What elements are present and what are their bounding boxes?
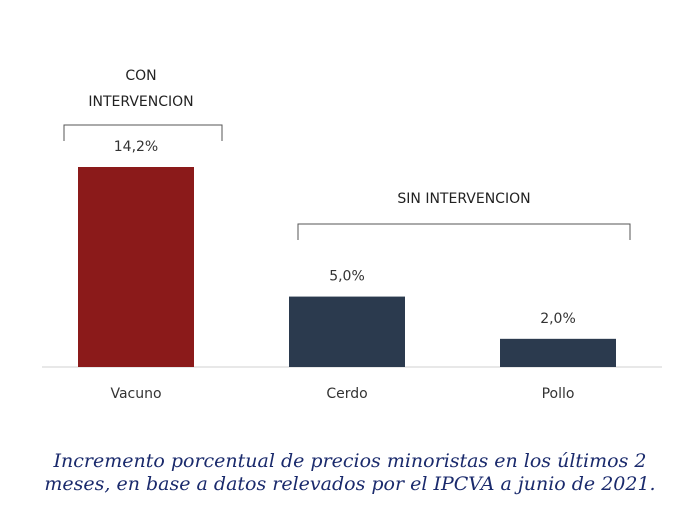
group-label-con-intervencion-line-1: CON [125, 68, 156, 84]
bar-vacuno [78, 167, 194, 367]
group-bracket-con-intervencion [63, 124, 223, 141]
category-label-pollo: Pollo [542, 386, 575, 402]
bar-pollo [500, 338, 616, 367]
value-label-cerdo: 5,0% [329, 269, 365, 285]
group-label-con-intervencion-line-2: INTERVENCION [88, 94, 193, 110]
group-brackets: CON INTERVENCION SIN INTERVENCION [63, 68, 631, 240]
category-label-cerdo: Cerdo [326, 386, 367, 402]
value-labels-group: 14,2% 5,0% 2,0% [114, 139, 576, 327]
group-bracket-sin-intervencion [297, 223, 631, 240]
category-label-vacuno: Vacuno [110, 386, 161, 402]
bar-chart: 14,2% 5,0% 2,0% Vacuno Cerdo Pollo CON INTERV… [42, 68, 662, 402]
chart-caption: Incremento porcentual de precios minoris… [44, 450, 656, 495]
bars-group [78, 167, 616, 367]
value-label-vacuno: 14,2% [114, 139, 158, 155]
bar-cerdo [289, 296, 405, 367]
value-label-pollo: 2,0% [540, 311, 576, 327]
category-labels-group: Vacuno Cerdo Pollo [110, 386, 574, 402]
group-label-sin-intervencion-line-1: SIN INTERVENCION [397, 191, 530, 207]
